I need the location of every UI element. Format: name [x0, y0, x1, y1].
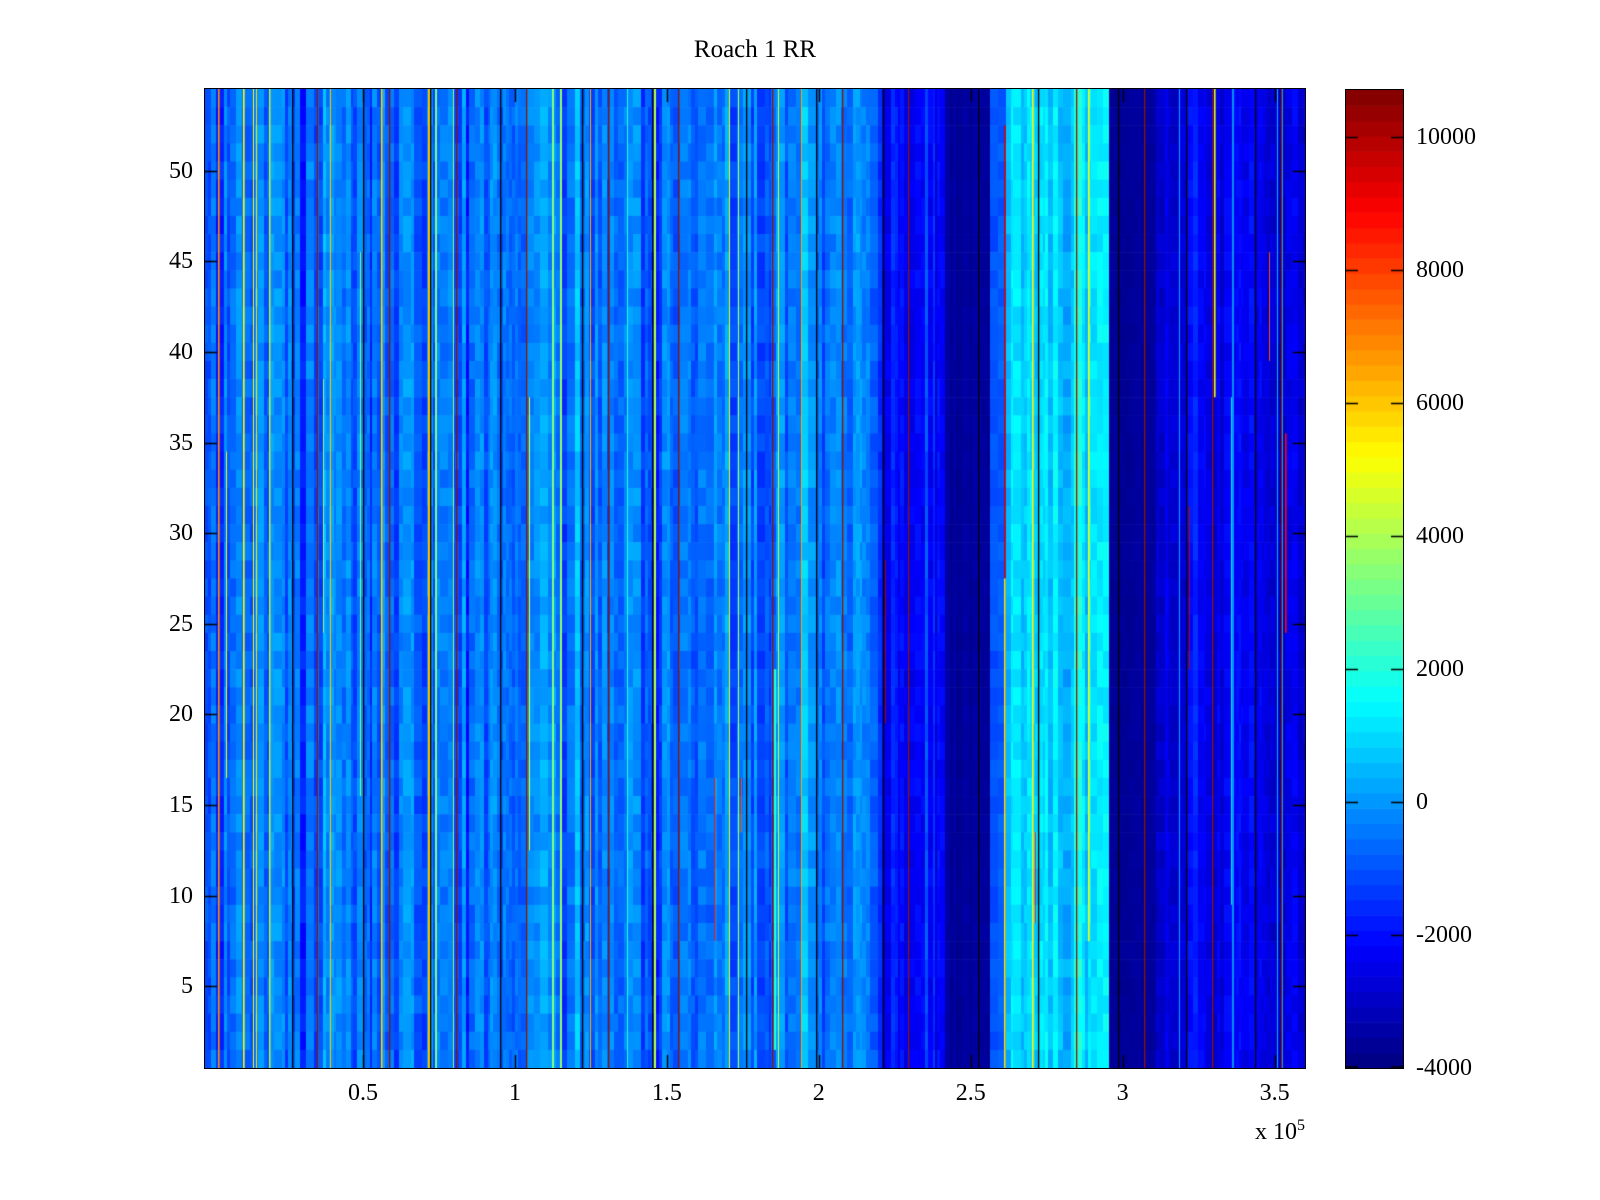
y-tick-label: 40 — [169, 338, 193, 365]
x-tick-label: 2.5 — [955, 1080, 986, 1106]
colorbar-tick-label: -2000 — [1416, 922, 1472, 949]
y-tick-label: 30 — [169, 520, 193, 547]
exponent-power: 5 — [1297, 1117, 1305, 1134]
y-tick-label: 5 — [181, 973, 193, 1000]
heatmap-plot-area — [204, 88, 1306, 1069]
colorbar-tick-label: -4000 — [1416, 1055, 1472, 1081]
heatmap-canvas — [205, 89, 1305, 1068]
y-tick-label: 20 — [169, 701, 193, 728]
y-tick-label: 25 — [169, 610, 193, 637]
x-tick-label: 1.5 — [651, 1080, 682, 1106]
chart-title: Roach 1 RR — [693, 36, 817, 63]
x-tick-label: 0.5 — [348, 1080, 378, 1106]
x-tick-label: 1 — [508, 1080, 521, 1106]
x-tick-label: 3.5 — [1259, 1080, 1290, 1106]
exponent-mantissa: x 10 — [1255, 1119, 1297, 1145]
x-axis-exponent-label: x 105 — [1255, 1117, 1305, 1146]
y-tick-label: 45 — [169, 248, 193, 275]
colorbar-tick-label: 10000 — [1416, 124, 1476, 151]
colorbar-tick-label: 6000 — [1416, 390, 1464, 417]
colorbar-tick-label: 8000 — [1416, 257, 1464, 284]
colorbar-canvas — [1346, 90, 1403, 1068]
colorbar-tick-label: 2000 — [1416, 656, 1464, 683]
x-tick-label: 2 — [812, 1080, 825, 1106]
y-tick-label: 15 — [169, 792, 193, 819]
x-tick-label: 3 — [1116, 1080, 1129, 1106]
y-tick-label: 50 — [169, 157, 193, 184]
colorbar-tick-label: 0 — [1416, 789, 1428, 816]
y-tick-label: 35 — [169, 429, 193, 456]
y-tick-label: 10 — [169, 882, 193, 909]
colorbar-tick-label: 4000 — [1416, 523, 1464, 550]
colorbar — [1345, 89, 1404, 1069]
